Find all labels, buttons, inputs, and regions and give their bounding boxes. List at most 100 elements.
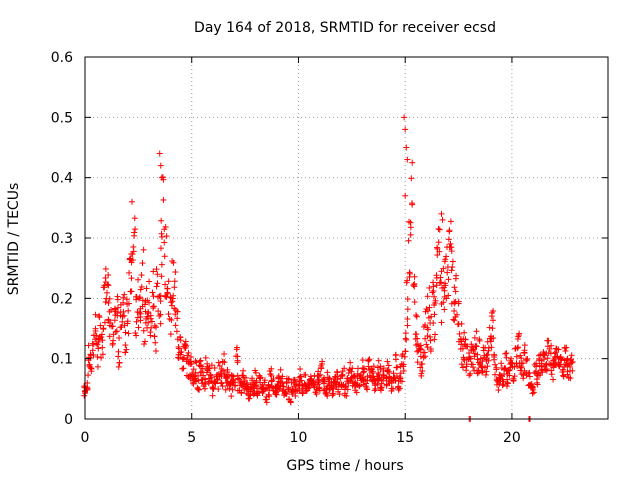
data-point bbox=[483, 368, 490, 375]
data-point bbox=[134, 309, 141, 316]
data-point bbox=[538, 363, 545, 370]
data-point bbox=[177, 337, 184, 344]
data-points bbox=[81, 114, 576, 422]
data-point bbox=[420, 323, 427, 330]
data-point bbox=[172, 306, 179, 313]
data-point bbox=[194, 372, 201, 379]
data-point bbox=[185, 349, 192, 356]
data-point bbox=[523, 356, 530, 363]
y-tick-label: 0.2 bbox=[51, 291, 73, 307]
data-point bbox=[474, 356, 481, 363]
data-point bbox=[226, 385, 233, 392]
data-point bbox=[406, 269, 413, 276]
data-point bbox=[401, 353, 408, 360]
data-point bbox=[151, 333, 158, 340]
data-point bbox=[211, 379, 218, 386]
data-point bbox=[404, 316, 411, 323]
data-point bbox=[324, 383, 331, 390]
data-point bbox=[169, 298, 176, 305]
data-point bbox=[513, 353, 520, 360]
data-point bbox=[461, 329, 468, 336]
data-point bbox=[530, 389, 537, 396]
data-point bbox=[520, 375, 527, 382]
data-point bbox=[545, 337, 552, 344]
data-point bbox=[569, 367, 576, 374]
data-point bbox=[539, 369, 546, 376]
data-point bbox=[125, 300, 132, 307]
data-point bbox=[347, 359, 354, 366]
data-point bbox=[297, 378, 304, 385]
data-point bbox=[484, 363, 491, 370]
data-point bbox=[99, 344, 106, 351]
data-point bbox=[140, 327, 147, 334]
data-point bbox=[386, 368, 393, 375]
data-point bbox=[402, 330, 409, 337]
data-point bbox=[334, 376, 341, 383]
data-point bbox=[152, 339, 159, 346]
data-point bbox=[135, 276, 142, 283]
data-point bbox=[149, 318, 156, 325]
data-point bbox=[551, 350, 558, 357]
data-point bbox=[228, 393, 235, 400]
data-point bbox=[406, 218, 413, 225]
data-point bbox=[188, 358, 195, 365]
data-point bbox=[425, 326, 432, 333]
y-tick-label: 0 bbox=[64, 412, 73, 428]
data-point bbox=[405, 237, 412, 244]
data-point bbox=[411, 273, 418, 280]
data-point bbox=[123, 346, 130, 353]
data-point bbox=[377, 363, 384, 370]
data-point bbox=[94, 363, 101, 370]
data-point bbox=[282, 389, 289, 396]
data-point bbox=[171, 284, 178, 291]
data-point bbox=[445, 276, 452, 283]
data-point bbox=[424, 332, 431, 339]
data-point bbox=[521, 342, 528, 349]
data-point bbox=[238, 390, 245, 397]
data-point bbox=[128, 198, 135, 205]
data-point bbox=[476, 336, 483, 343]
y-tick-label: 0.1 bbox=[51, 352, 73, 368]
data-point bbox=[111, 305, 118, 312]
data-point bbox=[122, 349, 129, 356]
data-point bbox=[411, 283, 418, 290]
data-point bbox=[152, 348, 159, 355]
data-point bbox=[126, 269, 133, 276]
data-point bbox=[224, 366, 231, 373]
data-point bbox=[279, 373, 286, 380]
data-point bbox=[470, 364, 477, 371]
data-point bbox=[105, 282, 112, 289]
data-point bbox=[136, 295, 143, 302]
data-point bbox=[446, 228, 453, 235]
data-point bbox=[492, 361, 499, 368]
data-point bbox=[485, 344, 492, 351]
data-point bbox=[420, 354, 427, 361]
data-point bbox=[119, 313, 126, 320]
data-point bbox=[234, 353, 241, 360]
data-point bbox=[466, 354, 473, 361]
data-point bbox=[565, 360, 572, 367]
data-point bbox=[151, 322, 158, 329]
data-point bbox=[156, 150, 163, 157]
data-point bbox=[224, 375, 231, 382]
data-point bbox=[485, 357, 492, 364]
data-point bbox=[265, 382, 272, 389]
data-point bbox=[550, 357, 557, 364]
data-point bbox=[397, 370, 404, 377]
data-point bbox=[118, 324, 125, 331]
data-point bbox=[568, 359, 575, 366]
data-point bbox=[242, 374, 249, 381]
data-point bbox=[400, 367, 407, 374]
data-point bbox=[412, 331, 419, 338]
data-point bbox=[515, 333, 522, 340]
data-point bbox=[326, 375, 333, 382]
data-point bbox=[175, 343, 182, 350]
data-point bbox=[158, 273, 165, 280]
data-point bbox=[119, 318, 126, 325]
data-point bbox=[369, 368, 376, 375]
data-point bbox=[101, 319, 108, 326]
data-point bbox=[297, 366, 304, 373]
data-point bbox=[414, 335, 421, 342]
data-point bbox=[128, 259, 135, 266]
data-point bbox=[229, 386, 236, 393]
